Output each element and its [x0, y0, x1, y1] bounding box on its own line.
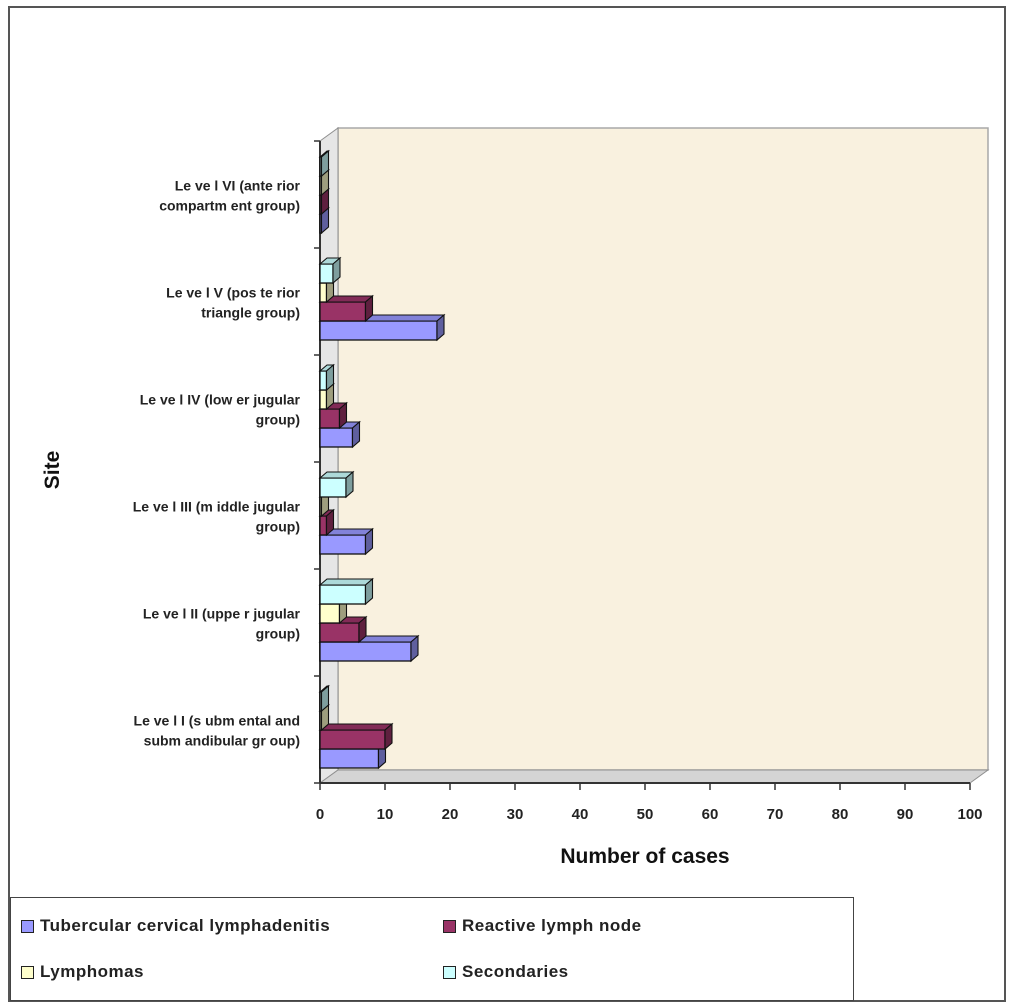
- bar: [318, 363, 335, 392]
- y-tick-label: Le ve l III (m iddle jugular group): [133, 499, 301, 535]
- x-tick-label: 30: [507, 806, 524, 823]
- legend-label: Reactive lymph node: [462, 916, 642, 935]
- bar: [318, 508, 335, 537]
- y-axis-title: Site: [41, 451, 64, 490]
- legend-swatch: [443, 965, 456, 979]
- chart-svg: 0 10 20 30 40 50 60 70 80 90 100 Le ve l I (s ubm e…: [41, 127, 990, 868]
- bar: [318, 527, 374, 556]
- x-tick-label: 40: [572, 806, 589, 823]
- legend-label: Secondaries: [462, 962, 569, 981]
- legend-label: Tubercular cervical lymphadenitis: [40, 916, 331, 935]
- y-tick-label: Le ve l VI (ante rior compartm ent group): [159, 178, 300, 214]
- legend-item: Tubercular cervical lymphadenitis: [21, 916, 330, 936]
- bar: [318, 577, 374, 606]
- legend-item: Secondaries: [443, 962, 569, 982]
- x-axis-title: Number of cases: [560, 845, 729, 868]
- x-tick-label: 80: [832, 806, 849, 823]
- bar: [318, 684, 330, 713]
- legend-swatch: [443, 919, 456, 933]
- legend-label: Lymphomas: [40, 962, 145, 981]
- y-tick-label: Le ve l II (uppe r jugular group): [143, 606, 301, 642]
- bar: [318, 149, 330, 178]
- x-tick-label: 20: [442, 806, 459, 823]
- y-tick-label: Le ve l IV (low er jugular group): [140, 392, 301, 428]
- legend-swatch: [21, 919, 34, 933]
- bar: [318, 722, 394, 751]
- legend-item: Reactive lymph node: [443, 916, 642, 936]
- legend: Tubercular cervical lymphadenitis Reactiv…: [10, 897, 854, 1001]
- x-tick-label: 100: [957, 806, 982, 823]
- x-tick-label: 60: [702, 806, 719, 823]
- bar: [318, 294, 374, 323]
- plot-floor: [318, 769, 990, 784]
- legend-item: Lymphomas: [21, 962, 144, 982]
- chart-frame: 0 10 20 30 40 50 60 70 80 90 100 Le ve l I (s ubm e…: [8, 6, 1006, 1002]
- plot-back-wall: [337, 127, 989, 771]
- x-tick-label: 0: [316, 806, 324, 823]
- x-tick-label: 90: [897, 806, 914, 823]
- bar: [318, 470, 355, 499]
- y-tick-label: Le ve l V (pos te rior triangle group): [166, 285, 300, 321]
- x-tick-label: 50: [637, 806, 654, 823]
- x-tick-label: 70: [767, 806, 784, 823]
- bar: [318, 256, 342, 285]
- legend-swatch: [21, 965, 34, 979]
- x-tick-label: 10: [377, 806, 394, 823]
- y-tick-label: Le ve l I (s ubm ental and subm andibular…: [134, 713, 300, 749]
